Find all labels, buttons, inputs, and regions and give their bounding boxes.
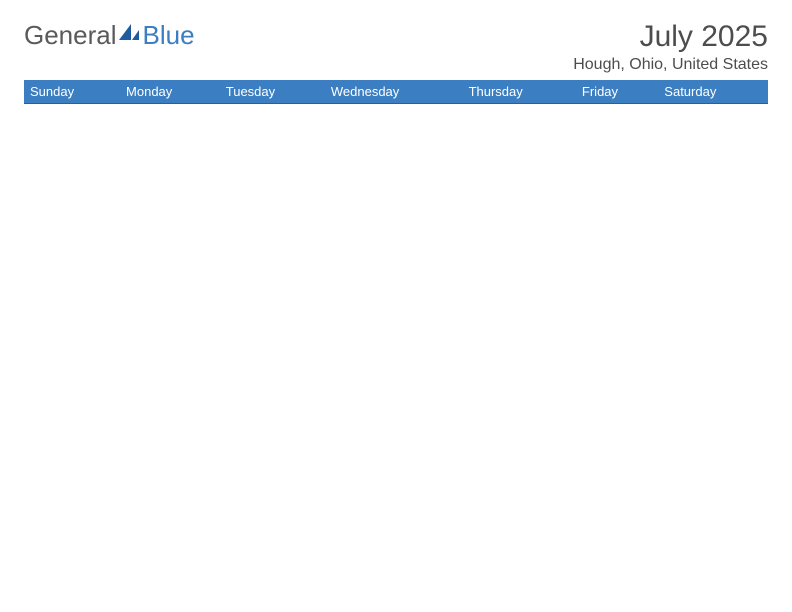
dow-monday: Monday [120, 80, 220, 104]
dow-wednesday: Wednesday [325, 80, 463, 104]
dow-thursday: Thursday [463, 80, 576, 104]
dow-friday: Friday [576, 80, 658, 104]
calendar-table: SundayMondayTuesdayWednesdayThursdayFrid… [24, 80, 768, 104]
dow-saturday: Saturday [658, 80, 768, 104]
week-separator [24, 104, 768, 105]
title-block: July 2025 Hough, Ohio, United States [573, 20, 768, 74]
logo-text-blue: Blue [143, 20, 195, 51]
header: General Blue July 2025 Hough, Ohio, Unit… [24, 20, 768, 74]
logo: General Blue [24, 20, 195, 51]
logo-sail-icon [119, 24, 141, 42]
dow-sunday: Sunday [24, 80, 120, 104]
month-title: July 2025 [573, 20, 768, 54]
location-text: Hough, Ohio, United States [573, 56, 768, 74]
dow-tuesday: Tuesday [220, 80, 325, 104]
logo-text-general: General [24, 20, 117, 51]
day-of-week-row: SundayMondayTuesdayWednesdayThursdayFrid… [24, 80, 768, 104]
